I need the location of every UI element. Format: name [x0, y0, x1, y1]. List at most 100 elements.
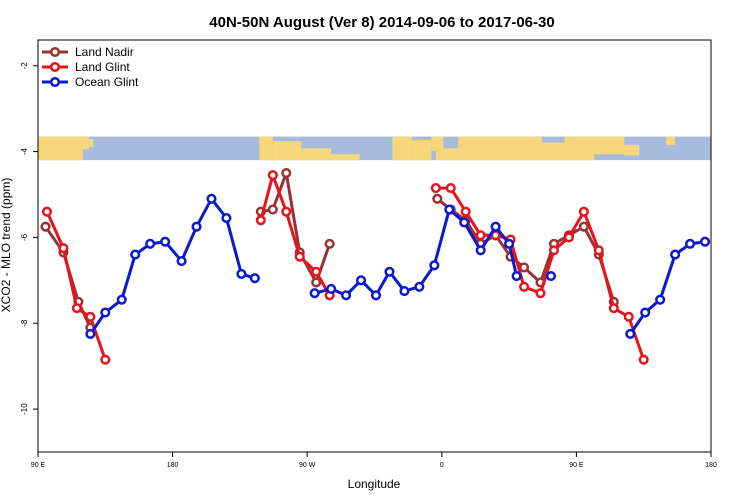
- data-point: [430, 183, 441, 194]
- map-land: [38, 136, 83, 161]
- data-point: [100, 307, 111, 318]
- map-land: [411, 140, 432, 161]
- legend-label: Land Nadir: [75, 45, 134, 59]
- data-point: [41, 206, 53, 217]
- data-point: [504, 238, 515, 249]
- data-point: [116, 294, 127, 305]
- data-point: [176, 255, 187, 267]
- x-tick-label: 90 E: [569, 462, 584, 469]
- data-point: [445, 183, 456, 194]
- series-2: [85, 193, 711, 340]
- data-point: [625, 328, 636, 340]
- data-point: [511, 270, 522, 282]
- x-tick-label: 90 E: [31, 462, 46, 469]
- x-tick-label: 180: [705, 462, 717, 469]
- data-point: [519, 281, 530, 292]
- data-point: [221, 213, 232, 224]
- map-land: [272, 141, 302, 161]
- series-line: [45, 211, 107, 361]
- chart-title: 40N-50N August (Ver 8) 2014-09-06 to 201…: [209, 14, 554, 31]
- y-tick-label: -10: [20, 403, 29, 415]
- data-point: [341, 290, 352, 301]
- plot-frame: [37, 39, 712, 453]
- data-point: [85, 311, 96, 322]
- map-land: [458, 136, 495, 161]
- series-0: [40, 167, 619, 333]
- y-axis-label: XCO2 - MLO trend (ppm): [0, 178, 13, 313]
- x-tick-label: 90 W: [299, 462, 316, 469]
- legend-label: Land Glint: [75, 60, 130, 74]
- data-point: [548, 245, 560, 256]
- data-point: [267, 170, 278, 181]
- data-point: [130, 249, 141, 260]
- series-layer: [40, 167, 711, 365]
- data-point: [145, 238, 156, 249]
- legend-marker: [49, 61, 61, 73]
- data-point: [384, 266, 395, 277]
- data-point: [685, 238, 696, 249]
- data-point: [475, 245, 486, 256]
- data-point: [294, 251, 305, 262]
- data-point: [490, 221, 501, 232]
- data-point: [670, 249, 681, 260]
- map-land: [624, 144, 640, 156]
- x-tick-label: 0: [440, 462, 444, 469]
- data-point: [623, 311, 634, 322]
- data-point: [281, 167, 292, 179]
- legend-marker: [49, 76, 61, 88]
- y-axis: -2 -4 -6 -8 -10: [20, 62, 38, 415]
- series-line: [314, 208, 519, 297]
- data-point: [608, 303, 619, 314]
- legend-label: Ocean Glint: [75, 75, 139, 89]
- map-land: [594, 136, 625, 155]
- x-axis: 90 E 180 90 W 0 90 E 180: [31, 452, 717, 469]
- data-point: [236, 268, 247, 279]
- legend-marker: [49, 46, 61, 58]
- data-point: [355, 275, 367, 286]
- data-point: [429, 260, 440, 271]
- data-point: [191, 221, 202, 232]
- x-tick-label: 180: [167, 462, 179, 469]
- map-land: [564, 136, 595, 161]
- data-point: [281, 206, 292, 217]
- data-point: [249, 273, 260, 284]
- data-point: [255, 215, 266, 226]
- map-land: [431, 136, 444, 151]
- data-point: [545, 270, 557, 282]
- data-point: [475, 230, 486, 241]
- data-point: [414, 281, 425, 292]
- map-land: [542, 142, 565, 161]
- data-point: [535, 288, 546, 299]
- data-point: [267, 204, 278, 215]
- data-point: [444, 204, 455, 215]
- map-land: [494, 136, 543, 161]
- y-tick-label: -6: [20, 233, 29, 241]
- map-land: [435, 148, 459, 161]
- y-tick-label: -4: [20, 147, 29, 155]
- data-point: [563, 232, 574, 243]
- data-point: [160, 236, 171, 247]
- data-point: [370, 290, 382, 301]
- data-point: [311, 266, 322, 277]
- map-land: [82, 136, 89, 150]
- x-axis-label: Longitude: [348, 477, 401, 491]
- map-land: [259, 136, 273, 161]
- map-land: [666, 136, 676, 145]
- data-point: [593, 245, 604, 256]
- data-point: [578, 221, 589, 232]
- map-strip: [38, 136, 711, 161]
- data-point: [206, 193, 217, 204]
- y-tick-label: -8: [20, 319, 29, 327]
- data-point: [460, 206, 471, 217]
- series-line: [260, 171, 332, 284]
- data-point: [309, 288, 320, 299]
- data-point: [432, 193, 443, 204]
- map-land: [88, 138, 94, 148]
- map-land: [301, 148, 332, 161]
- data-point: [100, 354, 111, 365]
- series-line: [259, 173, 331, 297]
- y-tick-label: -2: [20, 62, 29, 70]
- series-line: [629, 240, 706, 335]
